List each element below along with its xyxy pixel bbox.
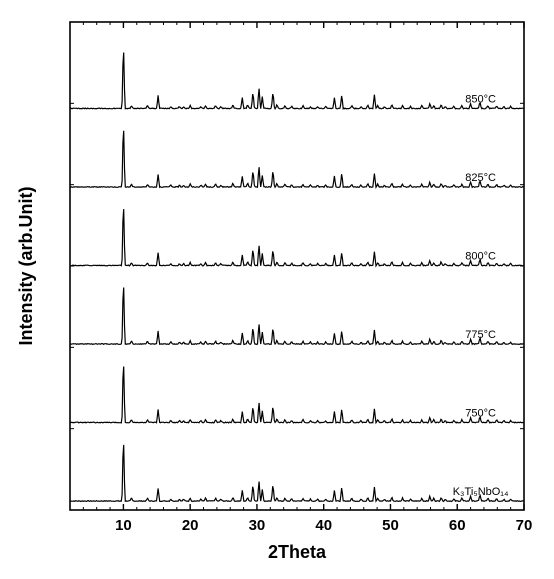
x-tick-label: 70 <box>516 517 533 534</box>
x-axis-label: 2Theta <box>268 542 327 562</box>
chart-svg: K₃Ti₅NbO₁₄ 750°C 775°C 800°C 825°C 850°C 10 20 3… <box>0 0 554 579</box>
trace-label: 750°C <box>465 408 496 420</box>
x-tick-label: 60 <box>449 517 466 534</box>
y-axis-label: Intensity (arb.Unit) <box>16 186 36 345</box>
trace-label: 775°C <box>465 329 496 341</box>
trace-label: 850°C <box>465 93 496 105</box>
x-tick-label: 20 <box>182 517 199 534</box>
x-tick-label: 50 <box>382 517 399 534</box>
trace-label: 825°C <box>465 172 496 184</box>
x-tick-label: 40 <box>315 517 332 534</box>
x-tick-label: 30 <box>249 517 266 534</box>
x-tick-label: 10 <box>115 517 132 534</box>
trace-label: 800°C <box>465 250 496 262</box>
trace-label: K₃Ti₅NbO₁₄ <box>453 486 509 498</box>
xrd-chart: K₃Ti₅NbO₁₄ 750°C 775°C 800°C 825°C 850°C 10 20 3… <box>0 0 554 579</box>
